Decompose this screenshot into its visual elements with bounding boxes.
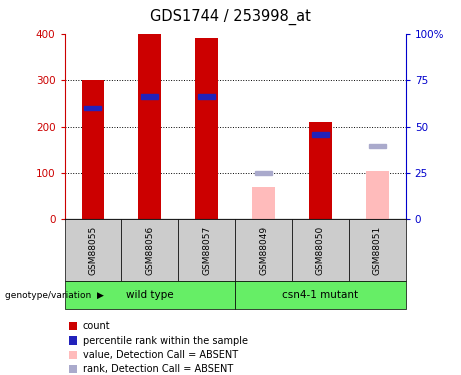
Bar bbox=[195, 38, 218, 219]
Text: count: count bbox=[83, 321, 111, 331]
Bar bbox=[142, 94, 159, 99]
Text: genotype/variation  ▶: genotype/variation ▶ bbox=[5, 291, 103, 300]
Bar bbox=[366, 171, 389, 219]
Bar bbox=[198, 94, 215, 99]
Text: GSM88056: GSM88056 bbox=[145, 226, 154, 275]
Bar bbox=[82, 80, 104, 219]
Text: percentile rank within the sample: percentile rank within the sample bbox=[83, 336, 248, 345]
Text: GDS1744 / 253998_at: GDS1744 / 253998_at bbox=[150, 9, 311, 25]
Text: GSM88055: GSM88055 bbox=[89, 226, 97, 275]
Text: GSM88057: GSM88057 bbox=[202, 226, 211, 275]
Text: rank, Detection Call = ABSENT: rank, Detection Call = ABSENT bbox=[83, 364, 233, 374]
Bar bbox=[138, 34, 161, 219]
Bar bbox=[369, 144, 386, 148]
Bar bbox=[84, 106, 101, 110]
Bar bbox=[312, 132, 329, 137]
Bar bbox=[252, 187, 275, 219]
Bar bbox=[309, 122, 332, 219]
Bar bbox=[255, 171, 272, 175]
Text: csn4-1 mutant: csn4-1 mutant bbox=[282, 290, 359, 300]
Text: GSM88049: GSM88049 bbox=[259, 226, 268, 275]
Text: value, Detection Call = ABSENT: value, Detection Call = ABSENT bbox=[83, 350, 238, 360]
Text: GSM88050: GSM88050 bbox=[316, 226, 325, 275]
Text: GSM88051: GSM88051 bbox=[373, 226, 382, 275]
Text: wild type: wild type bbox=[126, 290, 174, 300]
